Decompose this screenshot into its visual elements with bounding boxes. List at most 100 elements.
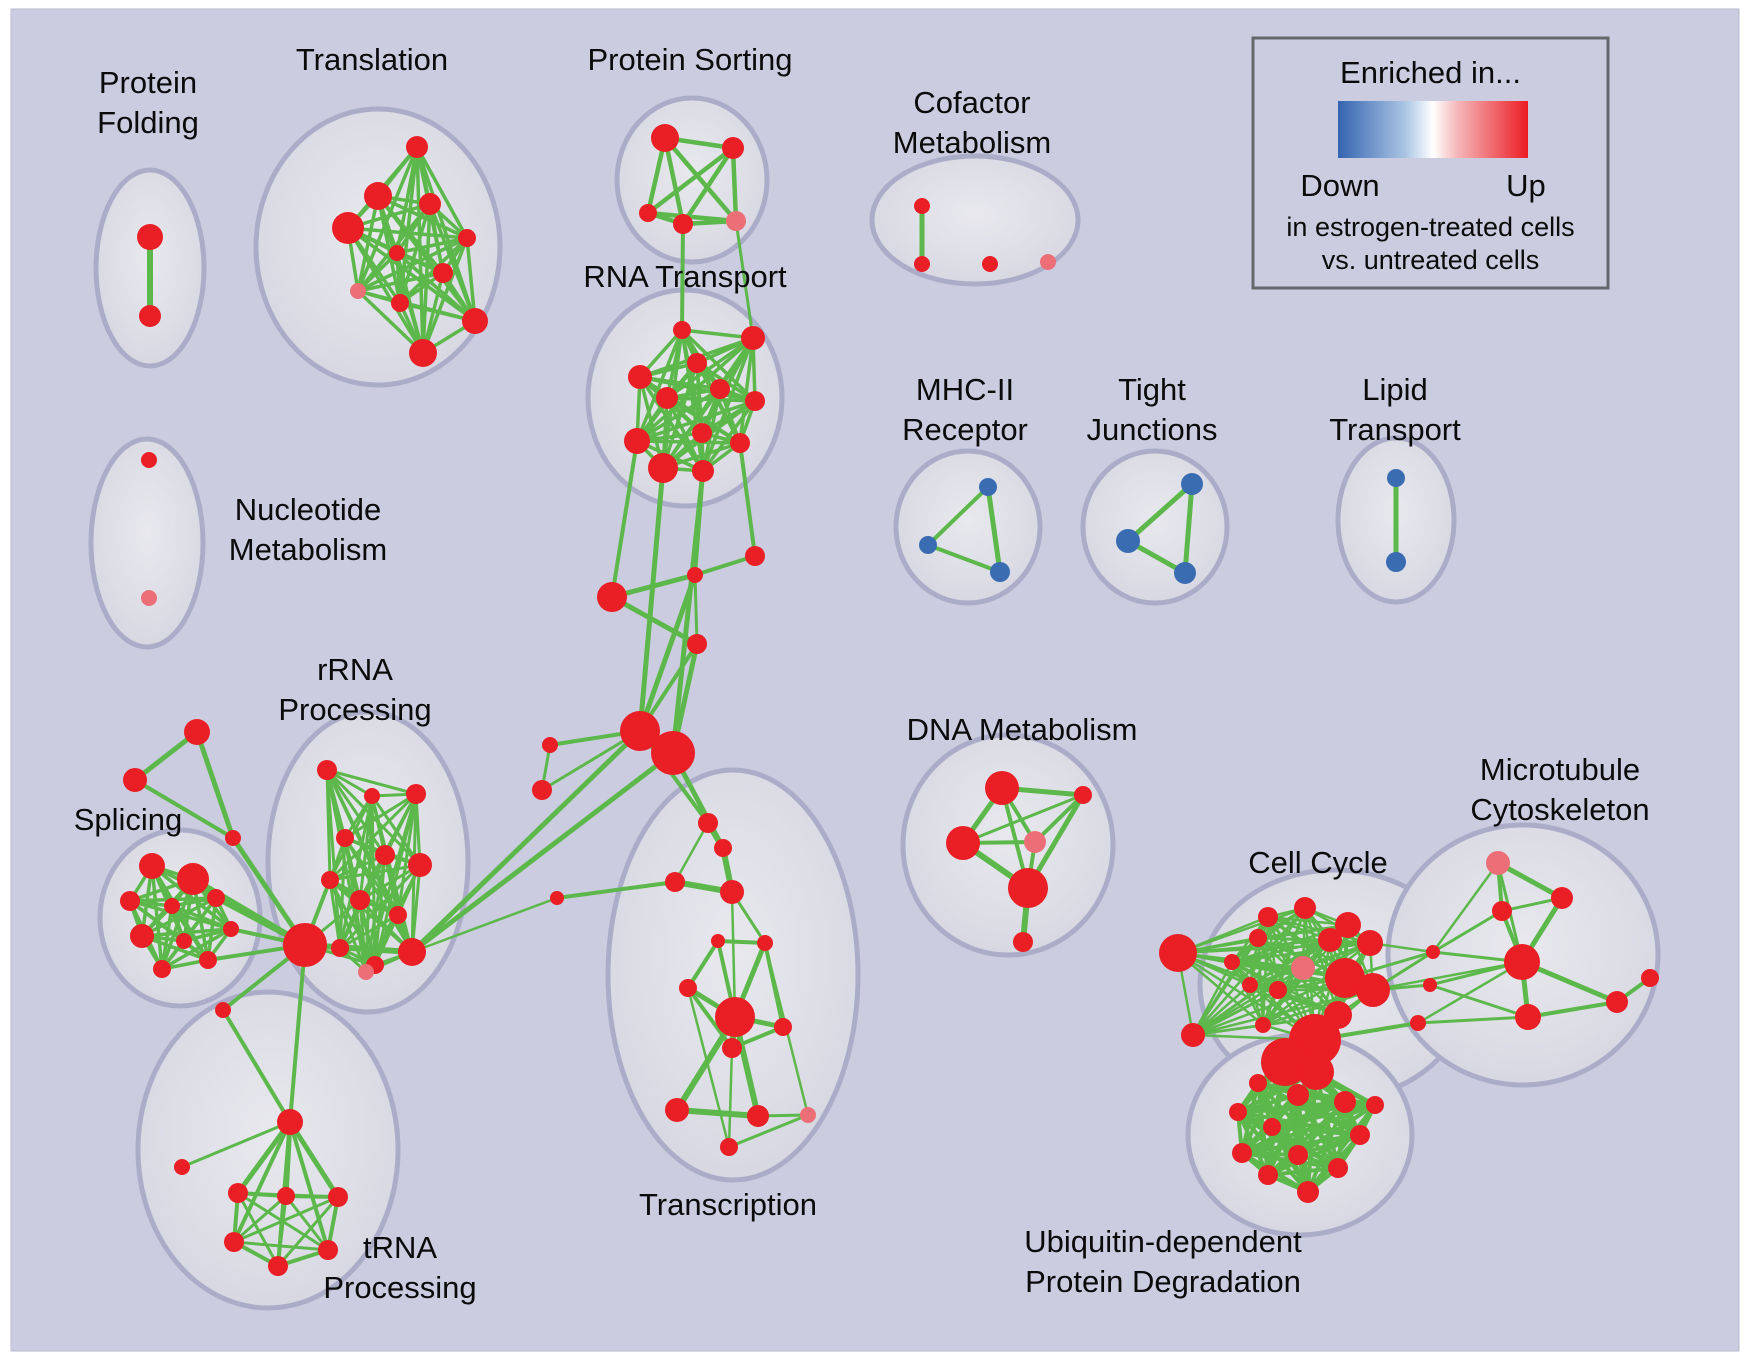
edge (325, 768, 418, 796)
gene-set-node (1335, 912, 1361, 938)
gene-set-node (597, 582, 627, 612)
edge (635, 439, 742, 445)
gene-set-node (317, 760, 337, 780)
gene-set-node (1641, 969, 1659, 987)
nodes-layer (120, 124, 1659, 1276)
edge (727, 1113, 810, 1149)
gene-set-node (665, 1098, 689, 1122)
edge (738, 336, 755, 445)
gene-set-node (1074, 786, 1092, 804)
gene-set-node (673, 214, 693, 234)
gene-set-node (914, 198, 930, 214)
gene-set-node (406, 136, 428, 158)
edge (180, 1120, 292, 1169)
edge (1428, 983, 1530, 1019)
cluster-label-microtubule-cytoskeleton: Cytoskeleton (1470, 792, 1649, 827)
edge (693, 469, 705, 577)
gene-set-node (398, 938, 426, 966)
gene-set-node (174, 1159, 190, 1175)
edge (140, 896, 218, 938)
gene-set-node (130, 924, 154, 948)
edge (701, 399, 757, 473)
gene-set-node (628, 365, 652, 389)
edge (734, 219, 755, 340)
gene-set-node (774, 1018, 792, 1036)
gene-set-node (1386, 552, 1406, 572)
edge (1371, 960, 1524, 992)
edge (346, 226, 469, 240)
edge (610, 439, 639, 599)
gene-set-node (914, 256, 930, 272)
edge (338, 836, 347, 950)
edge (1526, 1000, 1619, 1019)
gene-set-node (722, 1038, 742, 1058)
edge (428, 202, 477, 323)
edge (926, 543, 1002, 574)
gene-set-node (979, 478, 997, 496)
legend-gradient-bar (1338, 101, 1528, 158)
cluster-label-rrna-processing: Processing (278, 692, 431, 727)
gene-set-node (177, 863, 209, 895)
gene-set-node (1366, 1096, 1384, 1114)
edge (638, 375, 705, 473)
gene-set-node (1297, 1181, 1319, 1203)
edge (232, 1120, 292, 1244)
gene-set-node (336, 829, 354, 847)
edge (1236, 1110, 1310, 1194)
gene-set-node (542, 737, 558, 753)
gene-set-node (1291, 956, 1315, 980)
gene-set-node (458, 229, 476, 247)
gene-set-node (1024, 831, 1046, 853)
edge (133, 778, 235, 840)
edge (1176, 906, 1307, 955)
gene-set-node (350, 890, 370, 910)
edge (288, 1120, 330, 1252)
gene-set-node (409, 339, 437, 367)
gene-set-node (1387, 469, 1405, 487)
gene-set-node (1269, 981, 1287, 999)
edge (1431, 909, 1504, 954)
edge (1191, 966, 1305, 1037)
gene-set-node (550, 891, 564, 905)
gene-set-node (624, 428, 650, 454)
cluster-label-protein-sorting: Protein Sorting (587, 42, 792, 77)
gene-set-node (1229, 1103, 1247, 1121)
gene-set-node (1410, 1015, 1426, 1031)
gene-set-node (648, 453, 678, 483)
edge (338, 913, 400, 950)
edge (680, 145, 736, 227)
edge (409, 728, 643, 955)
edge (961, 793, 1085, 845)
gene-set-node (982, 256, 998, 272)
gene-set-node (419, 193, 441, 215)
gene-set-node (1159, 934, 1197, 972)
legend-caption-line1: in estrogen-treated cells (1286, 212, 1574, 242)
gene-set-node (1426, 945, 1440, 959)
edge (1270, 1125, 1362, 1137)
edge (1306, 1103, 1377, 1194)
edge (674, 1107, 761, 1119)
edge (328, 878, 342, 950)
gene-set-node (741, 326, 765, 350)
gene-set-node (1261, 1038, 1309, 1086)
gene-set-node (1356, 973, 1390, 1007)
cluster-label-tight-junctions: Junctions (1087, 412, 1218, 447)
gene-set-node (318, 1240, 338, 1260)
gene-set-node (715, 997, 755, 1037)
gene-set-node (720, 1138, 738, 1156)
edge (1261, 941, 1372, 1027)
gene-set-node (364, 182, 392, 210)
edge (680, 222, 685, 332)
gene-set-node (389, 245, 405, 261)
legend: Enriched in... Down Up in estrogen-treat… (1251, 36, 1610, 290)
gene-set-node (639, 204, 657, 222)
gene-set-node (225, 830, 241, 846)
gene-set-node (747, 1105, 769, 1127)
gene-set-node (745, 391, 765, 411)
gene-set-node (123, 768, 147, 792)
gene-set-node (433, 263, 453, 283)
edge (1033, 793, 1085, 844)
edge (236, 1191, 280, 1268)
edge (926, 485, 990, 547)
edge (662, 135, 739, 224)
